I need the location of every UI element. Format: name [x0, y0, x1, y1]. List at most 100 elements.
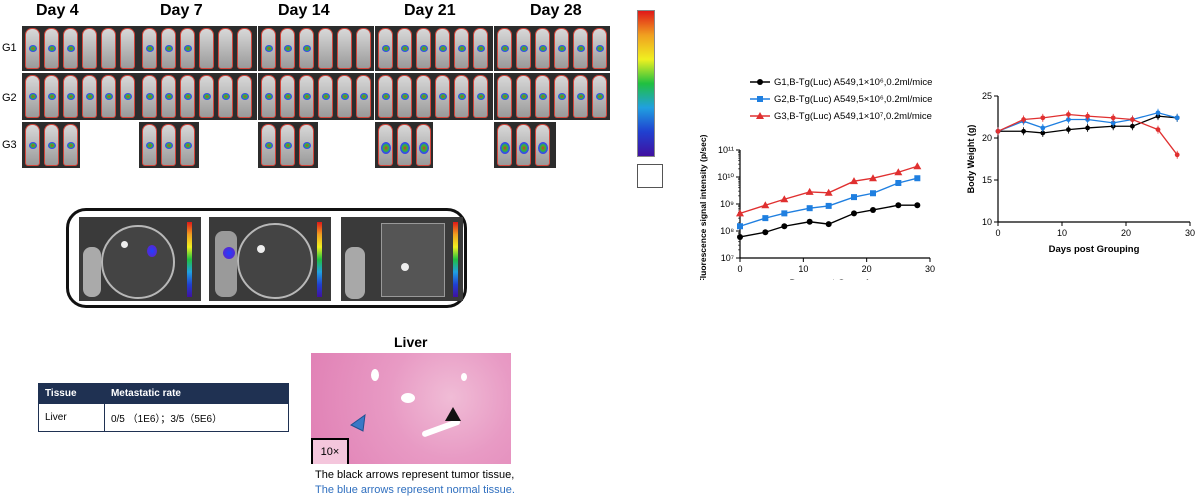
legend-label: G3,B-Tg(Luc) A549,1×10⁷,0.2ml/mice — [774, 111, 932, 122]
data-point — [850, 177, 858, 185]
liver-histology-image: 10× — [311, 353, 511, 464]
ex-vivo-image — [79, 217, 201, 301]
data-point — [824, 188, 833, 196]
data-point — [914, 175, 921, 182]
fluorescence-chart: 10⁷ 10⁸ 10⁹ 10¹⁰ 10¹¹ 0 10 20 30 Days post Groupi… — [698, 77, 935, 280]
data-point — [895, 202, 902, 209]
data-point — [894, 168, 903, 176]
data-point — [1066, 112, 1071, 117]
y-tick-label: 10⁸ — [720, 226, 734, 236]
x-tick-label: 30 — [1185, 228, 1195, 238]
data-point — [1110, 115, 1116, 121]
mouse-image-panel — [139, 73, 257, 120]
caption-tumor: The black arrows represent tumor tissue, — [315, 469, 515, 481]
legend-marker — [756, 112, 764, 119]
data-point — [851, 210, 857, 217]
data-point — [914, 202, 921, 209]
data-point — [737, 233, 743, 240]
table-row: Liver 0/5 （1E6）；3/5（5E6） — [38, 403, 290, 432]
mouse-image-panel — [494, 73, 610, 120]
data-point — [781, 210, 788, 217]
data-point — [851, 194, 857, 201]
data-point — [1040, 115, 1046, 121]
data-point — [870, 206, 876, 213]
data-point — [1066, 117, 1071, 122]
data-point — [736, 209, 744, 217]
y-axis-label: Body Weight (g) — [966, 125, 976, 194]
y-tick-label: 10⁷ — [721, 253, 734, 263]
y-tick-label: 10⁹ — [720, 199, 734, 209]
x-tick-label: 10 — [798, 264, 808, 274]
mouse-image-panel — [258, 73, 374, 120]
data-point — [1085, 125, 1090, 131]
day-label: Day 4 — [36, 2, 79, 19]
legend-label: G1,B-Tg(Luc) A549,1×10⁶,0.2ml/mice — [774, 77, 932, 88]
data-point — [806, 205, 813, 212]
data-point — [1085, 113, 1090, 119]
data-point — [1040, 130, 1046, 136]
data-point — [913, 162, 922, 170]
metastasis-table: Tissue Metastatic rate Liver 0/5 （1E6）；3… — [38, 383, 290, 432]
mouse-image-panel — [375, 122, 433, 168]
caption-normal: The blue arrows represent normal tissue. — [315, 484, 515, 496]
y-tick-label: 10 — [982, 217, 992, 227]
data-point — [1130, 117, 1135, 122]
mouse-image-panel — [494, 26, 610, 71]
data-point — [825, 221, 832, 228]
mouse-image-panel — [139, 26, 257, 71]
table-header-tissue: Tissue — [38, 383, 105, 404]
legend-marker — [757, 96, 763, 102]
blue-arrow-icon — [350, 413, 366, 432]
data-point — [761, 201, 770, 209]
x-tick-label: 20 — [862, 264, 872, 274]
legend-marker — [757, 79, 763, 85]
data-point — [737, 223, 743, 230]
ex-vivo-image — [341, 217, 463, 301]
group-label: G2 — [2, 92, 17, 104]
y-tick-label: 10¹⁰ — [717, 172, 734, 182]
mouse-image-panel — [22, 26, 142, 71]
table-cell: 0/5 （1E6）；3/5（5E6） — [103, 403, 290, 432]
y-tick-label: 15 — [982, 175, 992, 185]
y-tick-label: 25 — [982, 91, 992, 101]
data-point — [762, 229, 769, 236]
group-label: G1 — [2, 42, 17, 54]
x-tick-label: 10 — [1057, 228, 1067, 238]
data-point — [1040, 125, 1046, 131]
data-point — [781, 223, 788, 230]
x-tick-label: 0 — [995, 228, 1000, 238]
day-label: Day 14 — [278, 2, 330, 19]
ex-vivo-image — [209, 217, 331, 301]
histology-title: Liver — [394, 334, 428, 350]
data-point — [1155, 127, 1161, 132]
data-point — [1021, 128, 1026, 134]
x-axis-label: Days post Grouping — [1049, 244, 1140, 255]
data-point — [995, 128, 1001, 134]
mouse-image-panel — [258, 26, 374, 71]
data-point — [1021, 117, 1026, 122]
color-scale-box — [637, 164, 663, 188]
group-label: G3 — [2, 139, 17, 151]
x-tick-label: 20 — [1121, 228, 1131, 238]
magnification-label: 10× — [311, 438, 349, 464]
data-point — [1110, 120, 1116, 126]
mouse-image-panel — [139, 122, 199, 168]
table-cell: Liver — [38, 403, 105, 432]
y-axis-label: Fluorescence signal intensity (p/sec) — [698, 134, 708, 280]
data-point — [869, 174, 877, 182]
x-tick-label: 0 — [737, 264, 742, 274]
data-point — [870, 190, 876, 197]
table-header-rate: Metastatic rate — [103, 383, 290, 404]
data-point — [1066, 127, 1071, 132]
legend-label: G2,B-Tg(Luc) A549,5×10⁶,0.2ml/mice — [774, 94, 932, 105]
data-point — [780, 195, 789, 203]
y-tick-label: 20 — [982, 133, 992, 143]
day-label: Day 7 — [160, 2, 203, 19]
black-arrow-icon — [445, 407, 461, 421]
mouse-image-panel — [22, 122, 80, 168]
mouse-image-panel — [375, 26, 493, 71]
data-point — [805, 187, 814, 195]
ex-vivo-panel — [66, 208, 467, 308]
mouse-image-panel — [258, 122, 318, 168]
